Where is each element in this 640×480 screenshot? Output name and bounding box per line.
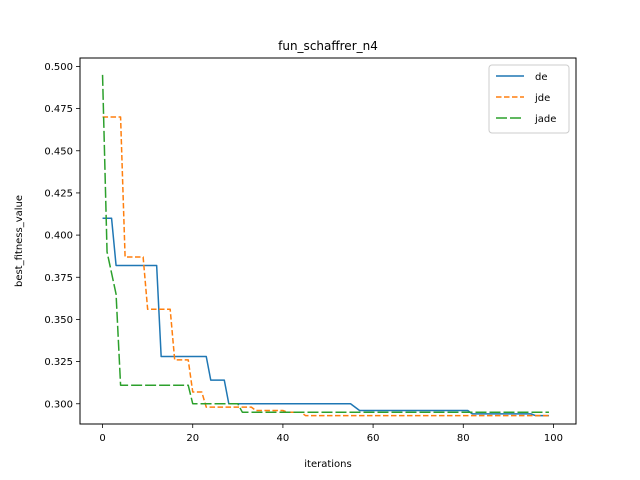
y-tick-label: 0.500 [44, 62, 73, 73]
y-tick-label: 0.325 [44, 357, 73, 368]
chart-title: fun_schaffrer_n4 [278, 39, 378, 53]
y-tick-label: 0.375 [44, 273, 73, 284]
series-line-de [102, 217, 549, 417]
y-tick-label: 0.450 [44, 146, 73, 157]
y-tick-label: 0.425 [44, 188, 73, 199]
legend-label-jde: jde [534, 93, 550, 104]
series-layer [101, 74, 549, 417]
y-axis: 0.300 0.325 0.350 0.375 0.400 0.425 0.450 0.475… [44, 62, 80, 410]
x-tick-label: 0 [99, 433, 105, 444]
x-tick-label: 40 [277, 433, 290, 444]
series-line-jade [101, 74, 549, 413]
y-tick-label: 0.475 [44, 104, 73, 115]
x-tick-label: 20 [186, 433, 199, 444]
y-tick-label: 0.300 [44, 399, 73, 410]
y-tick-label: 0.400 [44, 231, 73, 242]
y-axis-label: best_fitness_value [14, 195, 25, 287]
x-tick-label: 60 [367, 433, 380, 444]
legend-box [488, 64, 570, 134]
x-tick-label: 100 [544, 433, 563, 444]
x-axis-label: iterations [304, 459, 351, 470]
plot-frame [79, 57, 577, 425]
x-tick-label: 80 [457, 433, 470, 444]
legend-label-de: de [535, 72, 548, 83]
y-tick-label: 0.350 [44, 315, 73, 326]
legend: de jde jade [488, 64, 570, 134]
legend-label-jade: jade [534, 114, 556, 125]
x-axis: 0 20 40 60 80 100 [99, 424, 563, 444]
